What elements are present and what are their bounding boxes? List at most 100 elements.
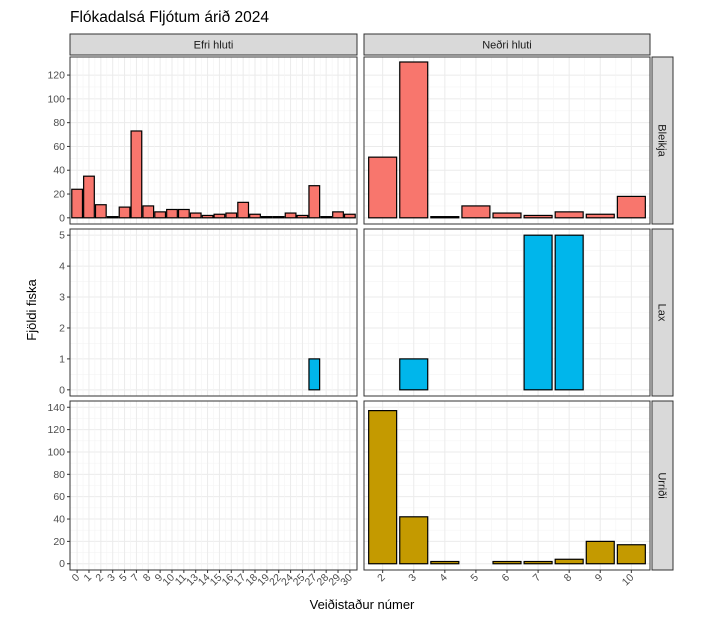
x-tick-label: 3: [105, 572, 118, 585]
x-tick-label: 3: [406, 572, 419, 585]
bar-Bleikja-24: [284, 212, 297, 219]
bar-Bleikja-29: [332, 211, 344, 219]
facet-column-label: Efri hluti: [194, 40, 234, 52]
bar-Bleikja-4: [430, 216, 460, 219]
facet-panel: [69, 228, 358, 397]
x-tick-label: 7: [129, 572, 142, 585]
y-tick-label: 100: [47, 93, 65, 105]
bar-Bleikja-5: [461, 205, 491, 219]
x-tick-label: 0: [70, 572, 83, 585]
bar-Lax-27: [308, 358, 321, 391]
bar-Urriði-8: [554, 558, 584, 565]
x-tick-label: 8: [141, 572, 154, 585]
x-tick-label: 5: [117, 572, 130, 585]
bar-Bleikja-16: [225, 212, 238, 219]
y-tick-label: 20: [53, 189, 65, 201]
bar-Bleikja-25: [296, 214, 309, 219]
x-tick-label: 10: [620, 572, 637, 589]
bar-Bleikja-1: [83, 175, 95, 219]
y-tick-label: 100: [47, 446, 65, 458]
facet-panel: [69, 56, 358, 225]
facet-panel: [363, 56, 651, 225]
bar-Bleikja-3: [106, 216, 119, 219]
x-tick-label: 2: [93, 572, 106, 585]
x-axis-title: Veiðistaður númer: [310, 597, 415, 612]
bar-Urriði-2: [368, 410, 398, 565]
bar-Bleikja-11: [177, 208, 190, 219]
bar-Urriði-7: [523, 560, 553, 565]
y-axis-title: Fjöldi fiska: [24, 279, 39, 341]
bar-Bleikja-19: [260, 216, 273, 219]
facet-panel: [363, 400, 651, 571]
panel-border: [69, 400, 358, 571]
y-tick-label: 40: [53, 514, 65, 526]
y-tick-label: 80: [53, 469, 65, 481]
bar-Bleikja-10: [166, 208, 178, 219]
facet-panel: [363, 228, 651, 397]
bar-Bleikja-18: [249, 213, 261, 219]
bar-Bleikja-7: [130, 130, 143, 219]
x-tick-label: 5: [468, 572, 481, 585]
bar-Bleikja-15: [213, 213, 226, 219]
x-tick-label: 6: [500, 572, 513, 585]
y-tick-label: 2: [59, 322, 65, 334]
bar-Urriði-9: [585, 540, 615, 565]
bar-Bleikja-8: [142, 205, 155, 219]
y-tick-label: 120: [47, 424, 65, 436]
bar-Urriði-3: [399, 516, 429, 565]
bar-Bleikja-5: [118, 206, 131, 219]
bar-Lax-3: [399, 358, 429, 391]
chart-title: Flókadalsá Fljótum árið 2024: [70, 9, 269, 26]
panel-border: [69, 228, 358, 397]
facet-strip-column: [363, 33, 651, 56]
x-tick-label: 1: [81, 572, 94, 585]
y-tick-label: 140: [47, 402, 65, 414]
panel-border: [69, 56, 358, 225]
x-tick-label: 2: [375, 572, 388, 585]
bar-Urriði-4: [430, 560, 460, 565]
y-tick-label: 5: [59, 230, 65, 242]
facet-strip-column: [69, 33, 358, 56]
x-tick-label: 30: [338, 572, 355, 589]
y-tick-label: 1: [59, 353, 65, 365]
y-tick-label: 40: [53, 165, 65, 177]
bar-Bleikja-9: [585, 213, 615, 219]
bar-Bleikja-28: [320, 216, 333, 219]
y-tick-label: 20: [53, 536, 65, 548]
bar-Bleikja-3: [399, 61, 429, 219]
bar-Urriði-6: [492, 560, 522, 565]
x-tick-label: 9: [593, 572, 606, 585]
bar-Bleikja-8: [554, 211, 584, 219]
y-tick-label: 0: [59, 212, 65, 224]
x-tick-label: 4: [437, 572, 450, 585]
bar-Lax-7: [523, 234, 553, 391]
y-tick-label: 0: [59, 384, 65, 396]
bar-Bleikja-14: [201, 214, 214, 219]
bar-Bleikja-27: [308, 185, 321, 219]
y-tick-label: 4: [59, 261, 65, 273]
y-tick-label: 80: [53, 117, 65, 129]
x-tick-label: 8: [562, 572, 575, 585]
panel-border: [363, 56, 651, 225]
bar-Bleikja-6: [492, 212, 522, 219]
facet-row-label: Bleikja: [656, 124, 668, 157]
bar-Bleikja-7: [523, 214, 553, 219]
bar-Bleikja-9: [154, 211, 167, 219]
facet-strip-row: [651, 56, 674, 225]
bar-Urriði-10: [616, 544, 646, 565]
y-tick-label: 120: [47, 70, 65, 82]
y-tick-label: 3: [59, 292, 65, 304]
facet-strip-row: [651, 400, 674, 571]
facet-panel: [69, 400, 358, 571]
bar-Bleikja-22: [272, 216, 285, 219]
panel-border: [363, 228, 651, 397]
y-tick-label: 60: [53, 141, 65, 153]
bar-Bleikja-2: [368, 156, 398, 219]
facet-row-label: Lax: [656, 304, 668, 322]
x-tick-label: 7: [531, 572, 544, 585]
bar-Bleikja-0: [71, 188, 84, 219]
facet-strip-row: [651, 228, 674, 397]
facet-row-label: Urriði: [656, 472, 668, 498]
bar-Lax-8: [554, 234, 584, 391]
